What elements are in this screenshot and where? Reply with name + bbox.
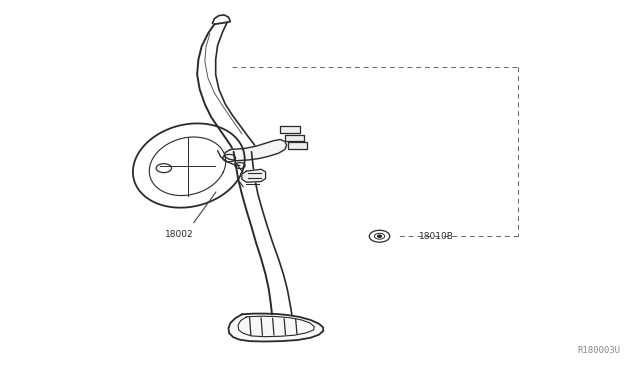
Circle shape [378, 235, 381, 237]
Polygon shape [228, 314, 323, 341]
Polygon shape [288, 142, 307, 149]
Polygon shape [285, 135, 304, 141]
Polygon shape [224, 140, 287, 161]
Polygon shape [280, 126, 300, 133]
Polygon shape [242, 169, 266, 182]
Text: 18010B: 18010B [419, 232, 454, 241]
Text: R180003U: R180003U [578, 346, 621, 355]
Text: 18002: 18002 [165, 230, 193, 239]
